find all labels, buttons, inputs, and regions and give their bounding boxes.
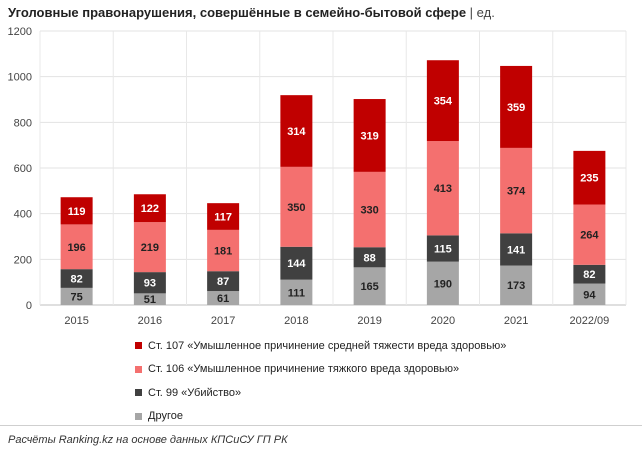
chart-title-unit: | ед. <box>469 5 495 20</box>
source-note: Расчёты Ranking.kz на основе данных КПСи… <box>8 434 288 446</box>
y-tick-label: 1200 <box>8 26 32 38</box>
bar-segment <box>573 150 606 205</box>
bar-segment <box>500 147 533 234</box>
bar-segment <box>280 279 313 305</box>
legend-item: Другое <box>135 405 506 429</box>
bar-segment <box>500 265 533 305</box>
data-label: 111 <box>288 287 305 299</box>
bar-segment <box>426 261 459 305</box>
legend-item: Ст. 106 «Умышленное причинение тяжкого в… <box>135 358 506 382</box>
data-label: 350 <box>287 202 305 214</box>
bar-segment <box>353 267 386 305</box>
bar-segment <box>426 141 459 236</box>
data-label: 93 <box>144 278 156 290</box>
bar-segment <box>133 194 166 223</box>
data-label: 319 <box>360 130 378 142</box>
bar-segment <box>353 99 386 172</box>
data-label: 196 <box>67 242 85 254</box>
x-tick-label: 2021 <box>504 315 528 327</box>
chart-title: Уголовные правонарушения, совершённые в … <box>8 5 495 20</box>
chart-title-text: Уголовные правонарушения, совершённые в … <box>8 5 467 20</box>
legend-swatch <box>135 342 142 350</box>
x-tick-label: 2019 <box>357 315 381 327</box>
x-tick-label: 2016 <box>138 315 162 327</box>
bar-segment <box>133 272 166 294</box>
legend-label: Другое <box>148 410 183 423</box>
data-label: 122 <box>141 203 159 215</box>
legend-label: Ст. 106 «Умышленное причинение тяжкого в… <box>148 363 460 376</box>
bar-segment <box>207 271 240 292</box>
data-label: 115 <box>434 243 452 255</box>
y-tick-label: 0 <box>26 300 32 312</box>
x-tick-label: 2017 <box>211 315 235 327</box>
x-tick-label: 2018 <box>284 315 308 327</box>
bar-segment <box>500 65 533 148</box>
bar-segment <box>133 222 166 273</box>
footer-divider <box>0 425 642 426</box>
bar-segment <box>353 171 386 248</box>
y-tick-label: 600 <box>14 163 32 175</box>
data-label: 314 <box>287 126 306 138</box>
bar-segment <box>207 229 240 272</box>
y-tick-label: 200 <box>14 254 32 266</box>
data-label: 75 <box>71 291 83 303</box>
bar-segment <box>500 233 533 266</box>
bar-segment <box>573 283 606 305</box>
chart-legend: Ст. 107 «Умышленное причинение средней т… <box>135 334 506 428</box>
data-label: 374 <box>507 186 526 198</box>
data-label: 219 <box>141 242 159 254</box>
bar-segment <box>280 166 313 247</box>
data-label: 181 <box>214 246 232 258</box>
x-tick-label: 2015 <box>64 315 88 327</box>
bar-segment <box>60 269 93 288</box>
data-label: 88 <box>364 252 376 264</box>
data-label: 264 <box>580 230 599 242</box>
legend-label: Ст. 99 «Убийство» <box>148 386 242 399</box>
bar-segment <box>60 197 93 225</box>
stacked-bar-chart: 0 200 400 600 800 1000 1200 75 82 196 119 2015 51 93 2… <box>8 26 627 327</box>
data-label: 82 <box>583 269 595 281</box>
y-tick-label: 1000 <box>8 72 32 84</box>
data-label: 144 <box>287 258 306 270</box>
legend-swatch <box>135 365 142 373</box>
data-label: 94 <box>583 289 596 301</box>
legend-swatch <box>135 389 142 397</box>
bar-segment <box>207 291 240 305</box>
data-label: 235 <box>580 173 598 185</box>
data-label: 82 <box>71 274 83 286</box>
data-label: 165 <box>360 281 378 293</box>
data-label: 117 <box>214 212 232 224</box>
bar-segment <box>280 95 313 167</box>
bar-segment <box>207 203 240 230</box>
bar-segment <box>573 204 606 265</box>
data-label: 413 <box>434 183 452 195</box>
data-label: 354 <box>434 96 453 108</box>
data-label: 173 <box>507 280 525 292</box>
bar-segment <box>280 246 313 280</box>
legend-label: Ст. 107 «Умышленное причинение средней т… <box>148 339 507 352</box>
data-label: 119 <box>68 206 86 218</box>
x-tick-label: 2020 <box>431 315 455 327</box>
legend-swatch <box>135 412 142 420</box>
data-label: 330 <box>360 205 378 217</box>
y-tick-label: 400 <box>14 209 32 221</box>
bar-segment <box>60 224 93 270</box>
bar-segment <box>426 60 459 142</box>
data-label: 61 <box>217 293 229 305</box>
legend-item: Ст. 107 «Умышленное причинение средней т… <box>135 334 506 358</box>
data-label: 51 <box>144 294 156 306</box>
legend-item: Ст. 99 «Убийство» <box>135 381 506 405</box>
bar-segment <box>133 293 166 305</box>
bar-segment <box>573 264 606 284</box>
unit-label: ед. <box>476 5 495 20</box>
data-label: 87 <box>217 276 229 288</box>
data-label: 359 <box>507 102 525 114</box>
bar-segment <box>60 287 93 305</box>
y-tick-label: 800 <box>14 117 32 129</box>
x-tick-label: 2022/09 <box>569 315 609 327</box>
bar-segment <box>426 235 459 262</box>
bar-segment <box>353 247 386 268</box>
data-label: 190 <box>434 278 452 290</box>
data-label: 141 <box>507 244 525 256</box>
